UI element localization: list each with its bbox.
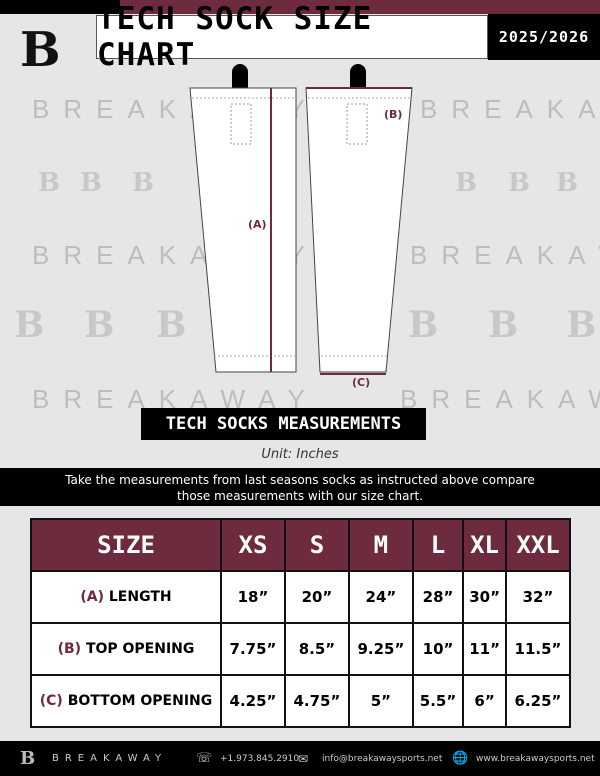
label-b: (B) [384,108,403,121]
cell: 18” [220,570,286,624]
watermark-logo: B [408,304,439,346]
globe-icon: 🌐 [452,751,469,766]
cell: 4.75” [283,674,350,728]
table-row-top-opening: (B) TOP OPENING 7.75” 8.5” 9.25” 10” 11”… [30,622,572,676]
watermark-logo: B [156,304,187,346]
watermark-logo: B [455,168,477,198]
watermark-logo: B [38,168,60,198]
header-size: SIZE [30,518,222,572]
cell: 9.25” [347,622,414,676]
top-bar-maroon [120,0,600,14]
row-label: (C) BOTTOM OPENING [30,674,222,728]
watermark-logo: B [80,168,102,198]
header-xl: XL [462,518,507,572]
header-xxl: XXL [504,518,572,572]
season-year: 2025/2026 [488,14,600,60]
cell: 5” [347,674,414,728]
label-a: (A) [248,218,267,231]
table-header-row: SIZE XS S M L XL XXL [30,518,572,572]
cell: 8.5” [283,622,350,676]
watermark-logo: B [488,304,519,346]
watermark-logo: B [508,168,530,198]
sock-tab-left [232,64,248,94]
watermark-logo: B [132,168,154,198]
footer-phone[interactable]: +1.973.845.2910 [220,753,300,764]
cell: 20” [283,570,350,624]
top-bar-black [0,0,120,14]
watermark-logo: B [556,168,578,198]
row-label: (A) LENGTH [30,570,222,624]
footer-logo: B [20,748,36,769]
watermark-logo: B [566,304,597,346]
table-row-length: (A) LENGTH 18” 20” 24” 28” 30” 32” [30,570,572,624]
row-label: (B) TOP OPENING [30,622,222,676]
breakaway-logo: B [20,22,61,78]
watermark-text: BREAKAWAY [410,240,600,270]
watermark-logo: B [84,304,115,346]
watermark-logo: B [14,304,45,346]
cell: 6.25” [504,674,572,728]
phone-icon: ☏ [196,751,213,766]
section-title: TECH SOCKS MEASUREMENTS [141,408,426,440]
footer: B BREAKAWAY ☏ +1.973.845.2910 ✉ info@bre… [0,741,600,776]
watermark-text: BREAKAWAY [420,94,600,124]
table-row-bottom-opening: (C) BOTTOM OPENING 4.25” 4.75” 5” 5.5” 6… [30,674,572,728]
sock-diagram [189,64,413,375]
cell: 11.5” [504,622,572,676]
cell: 24” [347,570,414,624]
header-xs: XS [220,518,286,572]
sock-right [305,87,413,373]
cell: 11” [462,622,507,676]
header-l: L [411,518,465,572]
size-chart-table: SIZE XS S M L XL XXL (A) LENGTH 18” 20” … [30,518,572,728]
cell: 4.25” [220,674,286,728]
instructions: Take the measurements from last seasons … [0,468,600,506]
cell: 28” [411,570,465,624]
cell: 7.75” [220,622,286,676]
unit-label: Unit: Inches [261,447,339,462]
header-s: S [283,518,350,572]
cell: 5.5” [411,674,465,728]
label-c: (C) [352,376,371,389]
cell: 32” [504,570,572,624]
cell: 6” [462,674,507,728]
footer-brand: BREAKAWAY [52,753,168,764]
cell: 30” [462,570,507,624]
sock-tab-right [350,64,366,94]
header-m: M [347,518,414,572]
mail-icon: ✉ [298,751,309,766]
footer-email[interactable]: info@breakawaysports.net [322,753,443,764]
watermark-text: BREAKAWAY [400,384,600,414]
cell: 10” [411,622,465,676]
footer-website[interactable]: www.breakawaysports.net [476,753,595,764]
sock-left [189,87,297,373]
